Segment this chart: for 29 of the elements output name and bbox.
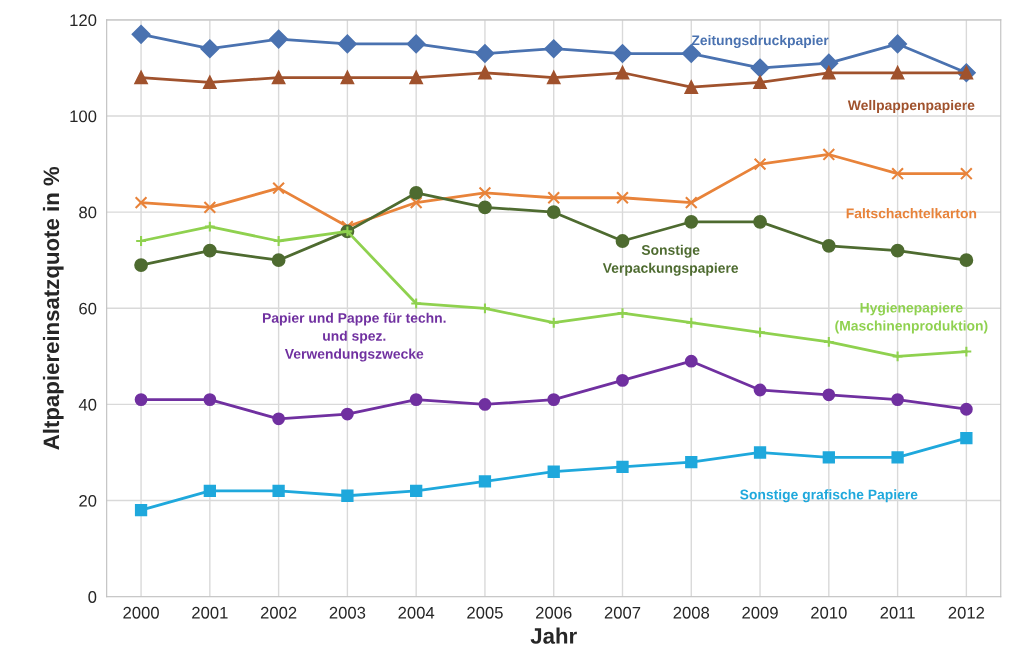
x-tick-label: 2010	[811, 606, 847, 619]
x-tick-label: 2012	[948, 606, 985, 619]
x-tick-label: 2007	[604, 606, 641, 619]
x-tick-label: 2002	[260, 606, 297, 619]
text: Sonstige grafische Papiere	[740, 489, 918, 503]
x-tick-label: 2006	[536, 606, 572, 619]
x-tick-label: 2003	[329, 606, 366, 619]
series-label: Sonstige Verpackungspapiere	[602, 244, 739, 276]
x-tick-label: 2008	[673, 606, 710, 619]
y-tick-label: 0	[88, 591, 97, 603]
y-tick-label: 120	[70, 14, 97, 27]
series-label: Wellpappenpapiere	[847, 99, 975, 113]
text: Papier und Pappe für techn. und spez. Verwendungszwecke	[262, 312, 446, 362]
y-tick-label: 60	[79, 302, 97, 315]
y-tick-label: 40	[78, 398, 97, 411]
x-tick-label: 2004	[398, 606, 435, 619]
x-tick-label: 2009	[742, 606, 778, 619]
x-tick-label: 2011	[880, 606, 915, 619]
y-axis-title: Altpapiereinsatzquote in %	[42, 166, 64, 450]
y-tick-label: 80	[79, 206, 97, 219]
y-tick-label: 100	[70, 110, 97, 123]
y-tick-label: 20	[79, 494, 97, 507]
text: Faltschachtelkarton	[846, 208, 977, 219]
series-label: Zeitungsdruckpapier	[691, 35, 829, 49]
x-tick-label: 2000	[123, 606, 159, 619]
x-tick-label: 2005	[467, 606, 503, 619]
series-label: Hygienepapiere (Maschinenproduktion)	[835, 302, 988, 334]
x-axis-title: Jahr	[530, 627, 577, 644]
x-tick-label: 2001	[192, 606, 228, 619]
